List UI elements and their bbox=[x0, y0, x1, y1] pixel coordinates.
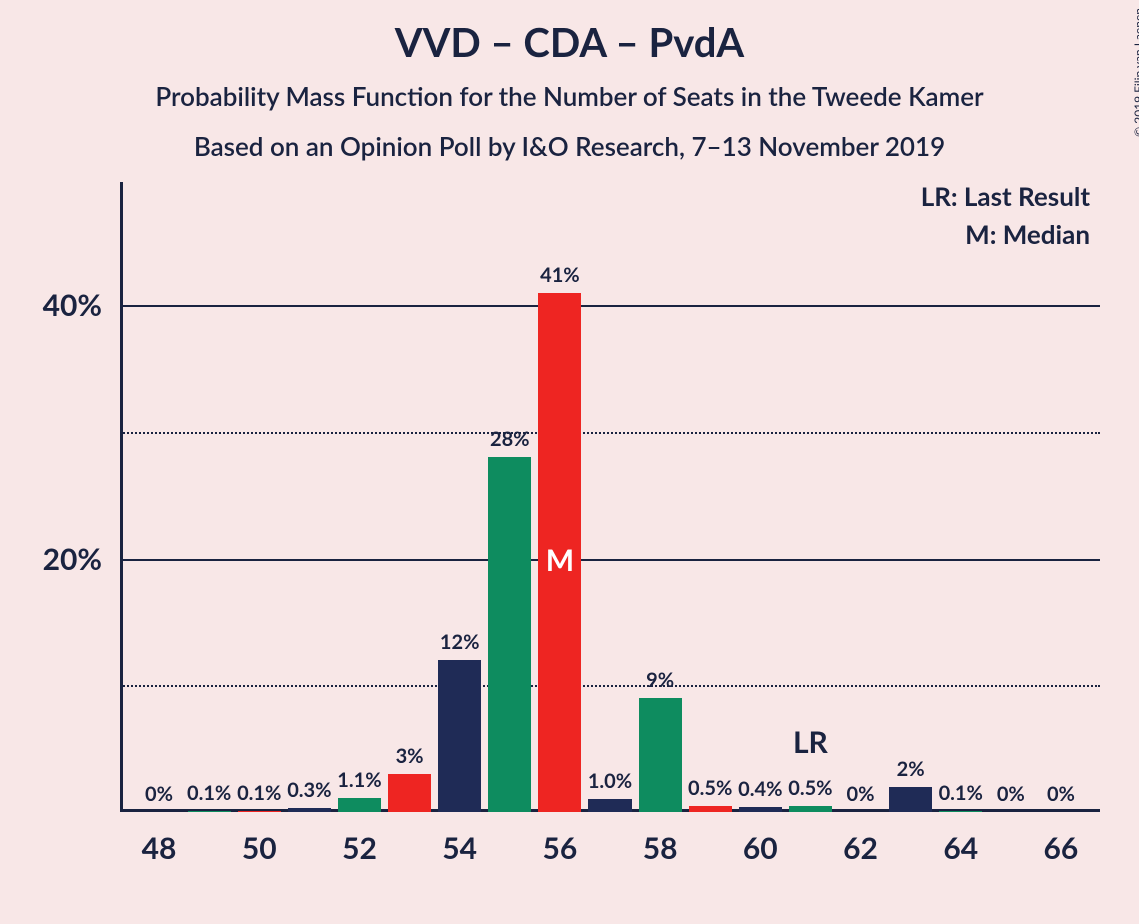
chart-canvas: VVD – CDA – PvdA Probability Mass Functi… bbox=[0, 0, 1139, 924]
bar bbox=[889, 787, 932, 812]
bar-value-label: 1.1% bbox=[329, 768, 389, 792]
legend-lr: LR: Last Result bbox=[921, 180, 1090, 212]
x-tick-label: 50 bbox=[229, 830, 289, 866]
bar bbox=[288, 808, 331, 812]
chart-title: VVD – CDA – PvdA bbox=[0, 18, 1139, 66]
bar bbox=[338, 798, 381, 812]
y-tick-label: 40% bbox=[0, 287, 102, 323]
bar bbox=[488, 457, 531, 812]
y-axis bbox=[120, 182, 123, 812]
bar-value-label: 41% bbox=[530, 263, 590, 287]
bar-value-label: 0% bbox=[1031, 782, 1091, 806]
bar bbox=[789, 806, 832, 812]
bar-value-label: 9% bbox=[630, 668, 690, 692]
x-tick-label: 52 bbox=[329, 830, 389, 866]
bar bbox=[588, 799, 631, 812]
x-tick-label: 54 bbox=[430, 830, 490, 866]
plot-area: 0%0.1%0.1%0.3%1.1%3%12%28%41%1.0%9%0.5%0… bbox=[120, 242, 1100, 812]
bar bbox=[388, 774, 431, 812]
lr-mark: LR bbox=[770, 724, 850, 760]
gridline-minor bbox=[120, 432, 1100, 434]
bar bbox=[639, 698, 682, 812]
x-tick-label: 60 bbox=[730, 830, 790, 866]
bar-value-label: 2% bbox=[881, 757, 941, 781]
bar-value-label: 3% bbox=[380, 744, 440, 768]
bar bbox=[739, 807, 782, 812]
bar bbox=[238, 811, 281, 812]
gridline-major bbox=[120, 305, 1100, 307]
y-tick-label: 20% bbox=[0, 541, 102, 577]
chart-subtitle-1: Probability Mass Function for the Number… bbox=[0, 80, 1139, 112]
gridline-minor bbox=[120, 685, 1100, 687]
bar bbox=[939, 811, 982, 812]
bar bbox=[689, 806, 732, 812]
chart-subtitle-2: Based on an Opinion Poll by I&O Research… bbox=[0, 130, 1139, 162]
bar-value-label: 28% bbox=[480, 427, 540, 451]
x-tick-label: 56 bbox=[530, 830, 590, 866]
x-tick-label: 48 bbox=[129, 830, 189, 866]
copyright-text: © 2019 Filip van Laenen bbox=[1131, 8, 1139, 137]
x-tick-label: 64 bbox=[931, 830, 991, 866]
x-tick-label: 62 bbox=[831, 830, 891, 866]
median-mark: M bbox=[538, 542, 581, 578]
x-tick-label: 66 bbox=[1031, 830, 1091, 866]
bar-value-label: 0% bbox=[831, 782, 891, 806]
gridline-major bbox=[120, 559, 1100, 561]
bar bbox=[438, 660, 481, 812]
x-tick-label: 58 bbox=[630, 830, 690, 866]
bar bbox=[188, 811, 231, 812]
bar-value-label: 12% bbox=[430, 630, 490, 654]
bar-value-label: 1.0% bbox=[580, 769, 640, 793]
